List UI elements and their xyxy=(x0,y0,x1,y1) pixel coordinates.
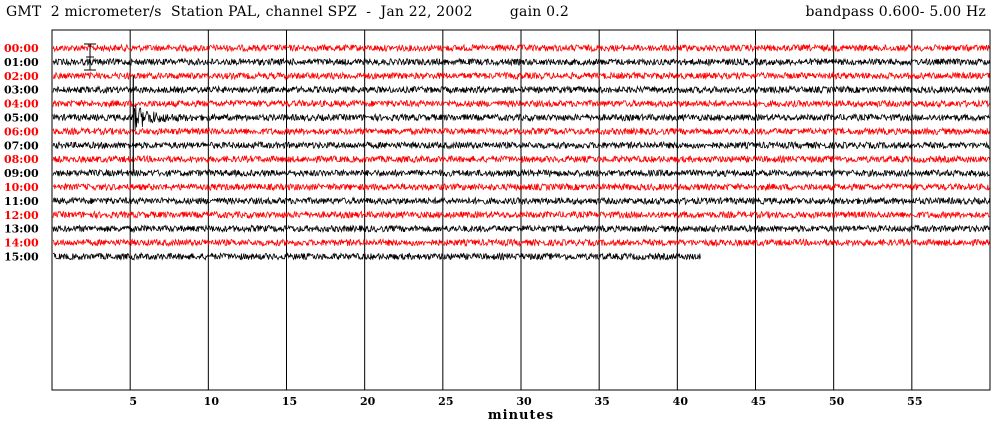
trace-0700 xyxy=(52,140,990,150)
x-axis-ticks: 5 10 15 20 25 30 35 40 45 50 55 xyxy=(129,395,922,408)
x-axis-title: minutes xyxy=(488,408,554,423)
trace-1000 xyxy=(52,182,990,192)
hour-label: 09:00 xyxy=(4,167,39,180)
hour-label: 08:00 xyxy=(4,153,39,166)
trace-1100 xyxy=(52,196,990,206)
trace-0800 xyxy=(52,154,990,164)
trace-1500 xyxy=(52,251,701,261)
trace-0500 xyxy=(52,105,990,131)
trace-0100 xyxy=(52,57,990,67)
hour-label: 02:00 xyxy=(4,70,39,83)
hour-labels: 00:0001:0002:0003:0004:0005:0006:0007:00… xyxy=(4,42,39,264)
x-tick-label: 55 xyxy=(907,395,922,408)
hour-label: 04:00 xyxy=(4,98,39,111)
trace-1200 xyxy=(52,210,990,220)
plot-frame xyxy=(51,29,991,391)
hour-label: 06:00 xyxy=(4,125,39,138)
hour-label: 13:00 xyxy=(4,223,39,236)
x-tick-label: 10 xyxy=(204,395,220,408)
x-tick-label: 5 xyxy=(129,395,137,408)
x-tick-label: 45 xyxy=(751,395,766,408)
x-tick-label: 50 xyxy=(829,395,845,408)
grid-layer xyxy=(129,30,913,390)
amplitude-scale-marker xyxy=(84,43,96,71)
trace-0600 xyxy=(52,126,990,136)
hour-label: 12:00 xyxy=(4,209,39,222)
chart-header-left: GMT 2 micrometer/s Station PAL, channel … xyxy=(6,4,570,20)
x-tick-label: 25 xyxy=(438,395,453,408)
x-tick-label: 40 xyxy=(673,395,689,408)
trace-0200 xyxy=(52,71,990,81)
trace-0900 xyxy=(52,168,990,178)
hour-label: 11:00 xyxy=(4,195,39,208)
trace-0000 xyxy=(52,43,990,53)
hour-label: 03:00 xyxy=(4,84,39,97)
x-tick-label: 30 xyxy=(516,395,532,408)
x-tick-label: 35 xyxy=(595,395,610,408)
x-tick-label: 20 xyxy=(360,395,376,408)
hour-label: 14:00 xyxy=(4,237,39,250)
hour-label: 05:00 xyxy=(4,112,39,125)
hour-label: 10:00 xyxy=(4,181,39,194)
traces-layer xyxy=(52,43,990,261)
hour-label: 15:00 xyxy=(4,251,39,264)
hour-label: 07:00 xyxy=(4,139,39,152)
trace-0300 xyxy=(52,85,990,95)
chart-header-right: bandpass 0.600- 5.00 Hz xyxy=(805,4,986,20)
hour-label: 01:00 xyxy=(4,56,39,69)
hour-label: 00:00 xyxy=(4,42,39,55)
trace-1300 xyxy=(52,224,990,234)
x-tick-label: 15 xyxy=(282,395,297,408)
trace-0400 xyxy=(52,98,990,109)
trace-1400 xyxy=(52,237,990,248)
